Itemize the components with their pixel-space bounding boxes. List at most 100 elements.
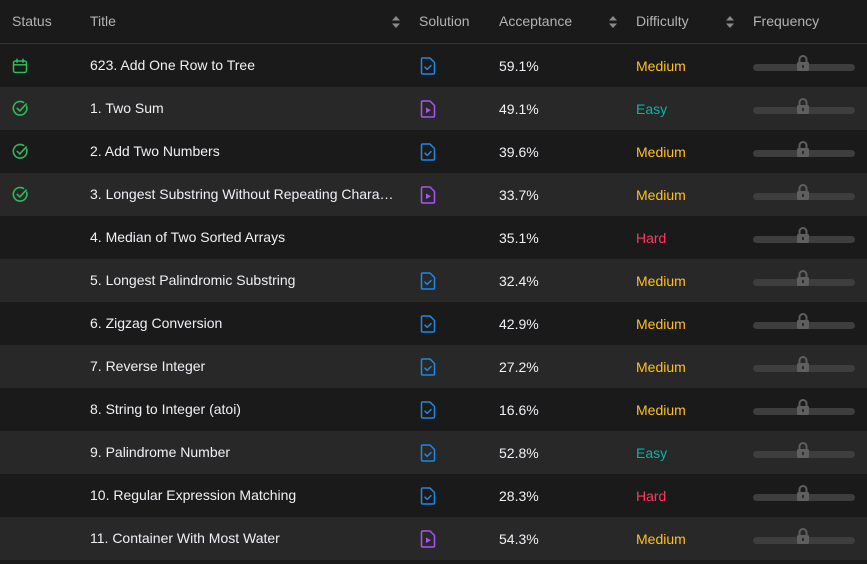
table-row[interactable]: 1. Two Sum 49.1% Easy [0,87,867,130]
acceptance-rate: 35.1% [499,229,539,246]
table-row[interactable]: 623. Add One Row to Tree 59.1% Medium [0,44,867,87]
acceptance-rate: 49.1% [499,100,539,117]
status-empty [12,474,42,517]
problem-title-link[interactable]: 2. Add Two Numbers [90,143,220,159]
frequency-bar [753,474,855,517]
status-empty [12,345,42,388]
frequency-bar [753,431,855,474]
frequency-bar [753,388,855,431]
table-row[interactable]: 8. String to Integer (atoi) 16.6% Medium [0,388,867,431]
status-empty [12,216,42,259]
problem-title-link[interactable]: 8. String to Integer (atoi) [90,401,241,417]
acceptance-rate: 52.8% [499,444,539,461]
acceptance-column-header[interactable]: Acceptance [499,13,573,29]
title-sort-icon[interactable] [391,15,401,29]
difficulty-label: Medium [636,57,686,74]
article-solution-icon[interactable] [420,302,440,345]
frequency-bar [753,302,855,345]
difficulty-label: Medium [636,315,686,332]
frequency-bar [753,216,855,259]
acceptance-rate: 33.7% [499,186,539,203]
article-solution-icon[interactable] [420,388,440,431]
difficulty-label: Medium [636,143,686,160]
video-solution-icon[interactable] [420,517,440,560]
problem-title-link[interactable]: 3. Longest Substring Without Repeating C… [90,186,395,202]
difficulty-column-header[interactable]: Difficulty [636,13,689,29]
table-row[interactable]: 9. Palindrome Number 52.8% Easy [0,431,867,474]
table-row[interactable]: 10. Regular Expression Matching 28.3% Hard [0,474,867,517]
problem-title-link[interactable]: 11. Container With Most Water [90,530,280,546]
frequency-bar [753,259,855,302]
status-column-header[interactable]: Status [12,13,52,29]
difficulty-label: Medium [636,401,686,418]
problem-title-link[interactable]: 7. Reverse Integer [90,358,206,374]
lock-icon [795,54,811,72]
article-solution-icon[interactable] [420,474,440,517]
video-solution-icon[interactable] [420,173,440,216]
frequency-bar [753,173,855,216]
problem-title-link[interactable]: 623. Add One Row to Tree [90,57,255,73]
article-solution-icon[interactable] [420,431,440,474]
solution-empty [420,216,440,259]
acceptance-rate: 39.6% [499,143,539,160]
article-solution-icon[interactable] [420,345,440,388]
table-row[interactable]: 3. Longest Substring Without Repeating C… [0,173,867,216]
table-row[interactable]: 11. Container With Most Water 54.3% Medium [0,517,867,560]
article-solution-icon[interactable] [420,130,440,173]
solved-check-icon [12,130,42,173]
frequency-bar [753,87,855,130]
lock-icon [795,97,811,115]
table-row[interactable]: 6. Zigzag Conversion 42.9% Medium [0,302,867,345]
table-header: Status Title Solution Acceptance Difficu… [0,0,867,44]
difficulty-label: Medium [636,358,686,375]
lock-icon [795,226,811,244]
difficulty-label: Medium [636,530,686,547]
status-empty [12,388,42,431]
problem-title-link[interactable]: 4. Median of Two Sorted Arrays [90,229,286,245]
table-row[interactable]: 7. Reverse Integer 27.2% Medium [0,345,867,388]
solution-column-header[interactable]: Solution [419,13,470,29]
frequency-bar [753,44,855,87]
problem-title-link[interactable]: 6. Zigzag Conversion [90,315,223,331]
difficulty-label: Easy [636,100,668,117]
problem-title-link[interactable]: 9. Palindrome Number [90,444,231,460]
solved-check-icon [12,173,42,216]
table-row[interactable]: 5. Longest Palindromic Substring 32.4% Med… [0,259,867,302]
difficulty-label: Medium [636,272,686,289]
difficulty-label: Easy [636,444,668,461]
acceptance-rate: 59.1% [499,57,539,74]
lock-icon [795,355,811,373]
status-empty [12,431,42,474]
table-row[interactable]: 2. Add Two Numbers 39.6% Medium [0,130,867,173]
acceptance-rate: 27.2% [499,358,539,375]
acceptance-sort-icon[interactable] [608,15,618,29]
lock-icon [795,441,811,459]
acceptance-rate: 54.3% [499,530,539,547]
problem-title-link[interactable]: 10. Regular Expression Matching [90,487,297,503]
frequency-bar [753,517,855,560]
article-solution-icon[interactable] [420,44,440,87]
status-empty [12,259,42,302]
lock-icon [795,269,811,287]
problem-title-link[interactable]: 5. Longest Palindromic Substring [90,272,296,288]
difficulty-label: Hard [636,229,667,246]
lock-icon [795,398,811,416]
lock-icon [795,183,811,201]
acceptance-rate: 28.3% [499,487,539,504]
video-solution-icon[interactable] [420,87,440,130]
acceptance-rate: 16.6% [499,401,539,418]
problem-title-link[interactable]: 1. Two Sum [90,100,164,116]
title-column-header[interactable]: Title [90,13,116,29]
acceptance-rate: 42.9% [499,315,539,332]
frequency-column-header[interactable]: Frequency [753,13,820,29]
lock-icon [795,527,811,545]
table-row[interactable]: 4. Median of Two Sorted Arrays 35.1% Hard [0,216,867,259]
lock-icon [795,312,811,330]
status-empty [12,517,42,560]
solved-check-icon [12,87,42,130]
frequency-bar [753,130,855,173]
difficulty-sort-icon[interactable] [725,15,735,29]
lock-icon [795,140,811,158]
article-solution-icon[interactable] [420,259,440,302]
